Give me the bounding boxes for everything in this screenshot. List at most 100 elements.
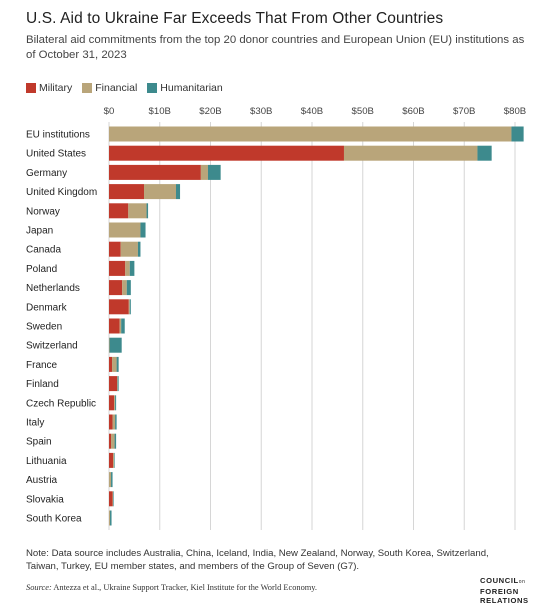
- category-label: United Kingdom: [26, 187, 97, 198]
- bar-military: [109, 260, 126, 276]
- category-label: Finland: [26, 379, 59, 390]
- category-label: Netherlands: [26, 283, 80, 294]
- category-label: Canada: [26, 245, 61, 256]
- category-label: Italy: [26, 418, 44, 429]
- cfr-logo: COUNCILon FOREIGN RELATIONS: [480, 576, 529, 605]
- legend-item-financial: Financial: [82, 82, 137, 94]
- category-label: Poland: [26, 264, 57, 275]
- category-label: Denmark: [26, 302, 68, 313]
- category-label: EU institutions: [26, 130, 90, 141]
- bar-humanitarian: [109, 337, 122, 353]
- x-tick-label: $40B: [301, 106, 323, 117]
- bar-financial: [111, 433, 115, 449]
- bar-military: [109, 299, 129, 315]
- bar-humanitarian: [116, 356, 119, 372]
- bar-financial: [109, 472, 112, 488]
- category-label: Austria: [26, 475, 58, 486]
- bar-humanitarian: [137, 241, 141, 257]
- legend-label-military: Military: [39, 82, 73, 94]
- x-tick-label: $60B: [402, 106, 424, 117]
- bar-financial: [343, 145, 478, 161]
- logo-word-on: on: [518, 579, 526, 585]
- bar-humanitarian: [129, 260, 135, 276]
- bar-financial: [112, 414, 116, 430]
- bar-military: [109, 376, 118, 392]
- category-label: Norway: [26, 206, 60, 217]
- bar-humanitarian: [175, 184, 181, 200]
- category-label: Spain: [26, 437, 52, 448]
- category-label: Czech Republic: [26, 398, 96, 409]
- logo-line-2: FOREIGN: [480, 587, 519, 596]
- logo-word-council: COUNCIL: [480, 576, 519, 585]
- logo-line-3: RELATIONS: [480, 596, 529, 605]
- category-label: Sweden: [26, 322, 62, 333]
- bar-financial: [128, 203, 147, 219]
- x-tick-label: $30B: [250, 106, 272, 117]
- category-label: Japan: [26, 226, 53, 237]
- bar-humanitarian: [477, 145, 492, 161]
- source-line: Source: Antezza et al., Ukraine Support …: [26, 583, 317, 592]
- bar-humanitarian: [115, 414, 117, 430]
- bar-military: [109, 280, 123, 296]
- bar-military: [109, 203, 129, 219]
- bar-military: [109, 184, 145, 200]
- bar-humanitarian: [140, 222, 146, 238]
- bar-financial: [109, 337, 110, 353]
- x-tick-label: $70B: [453, 106, 475, 117]
- bar-financial: [122, 280, 127, 296]
- bar-humanitarian: [129, 299, 131, 315]
- bar-financial: [119, 318, 122, 334]
- legend-item-humanitarian: Humanitarian: [147, 82, 223, 94]
- bar-financial: [114, 395, 116, 411]
- bar-humanitarian: [115, 395, 117, 411]
- footnote: Note: Data source includes Australia, Ch…: [26, 548, 489, 572]
- category-label: Germany: [26, 168, 67, 179]
- bar-humanitarian: [126, 280, 131, 296]
- bar-financial: [120, 241, 138, 257]
- bar-humanitarian: [111, 472, 113, 488]
- legend-swatch-humanitarian: [147, 83, 158, 93]
- bar-military: [109, 491, 113, 507]
- bar-financial: [112, 356, 117, 372]
- bar-humanitarian: [146, 203, 149, 219]
- bar-financial: [109, 510, 111, 526]
- bar-humanitarian: [121, 318, 125, 334]
- bar-humanitarian: [110, 510, 112, 526]
- legend-label-humanitarian: Humanitarian: [160, 82, 223, 94]
- bar-financial: [117, 376, 118, 392]
- bar-financial: [200, 164, 208, 180]
- x-tick-label: $80B: [504, 106, 526, 117]
- chart-subtitle: Bilateral aid commitments from the top 2…: [26, 34, 525, 61]
- stacked-bar-chart: $0 $10B $20B $30B $40B $50B $60B $70B $80B EU ins…: [26, 106, 526, 530]
- bar-humanitarian: [511, 126, 524, 142]
- bar-military: [109, 164, 201, 180]
- x-tick-label: $20B: [199, 106, 221, 117]
- bar-financial: [109, 126, 512, 142]
- bar-military: [109, 145, 344, 161]
- bar-military: [109, 395, 115, 411]
- legend-swatch-military: [26, 83, 36, 93]
- legend: Military Financial Humanitarian: [26, 82, 233, 94]
- bar-humanitarian: [114, 452, 115, 468]
- bar-military: [109, 433, 112, 449]
- legend-swatch-financial: [82, 83, 93, 93]
- bar-humanitarian: [207, 164, 221, 180]
- category-label: France: [26, 360, 58, 371]
- category-label: United States: [26, 149, 86, 160]
- chart-title: U.S. Aid to Ukraine Far Exceeds That Fro…: [26, 10, 444, 27]
- bar-financial: [112, 491, 114, 507]
- category-label: Slovakia: [26, 494, 64, 505]
- category-label: South Korea: [26, 514, 82, 525]
- source-text: Antezza et al., Ukraine Support Tracker,…: [51, 583, 318, 592]
- source-label: Source:: [26, 583, 52, 592]
- category-label: Switzerland: [26, 341, 78, 352]
- bar-financial: [109, 222, 141, 238]
- bar-military: [109, 318, 120, 334]
- bar-humanitarian: [114, 433, 117, 449]
- bar-military: [109, 241, 121, 257]
- bar-humanitarian: [117, 376, 119, 392]
- legend-label-financial: Financial: [95, 82, 138, 94]
- x-tick-label: $0: [104, 106, 115, 117]
- x-tick-label: $10B: [149, 106, 171, 117]
- bar-financial: [125, 260, 130, 276]
